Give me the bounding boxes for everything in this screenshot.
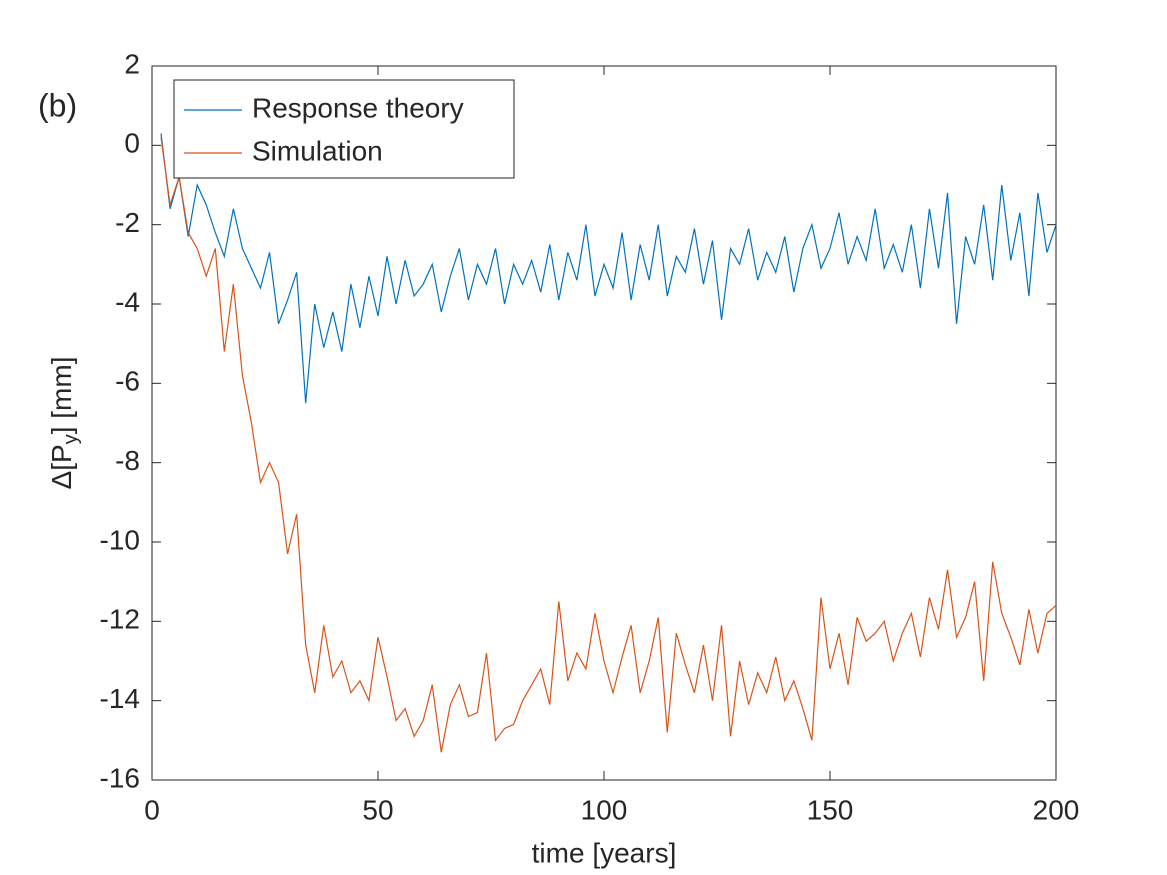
line-series [160,137,1057,753]
y-tick-label: -12 [100,604,140,635]
y-label-part: Δ[P [46,444,77,489]
annotation: (b) [38,87,77,123]
y-tick-label: -2 [115,207,140,238]
y-tick-label: -4 [115,286,140,317]
x-tick-label: 0 [144,794,160,825]
y-tick-label: -16 [100,762,140,793]
legend-label: Simulation [252,135,383,166]
y-tick-label: -14 [100,683,140,714]
legend-label: Response theory [252,92,464,123]
x-tick-label: 100 [581,794,628,825]
x-axis-label: time [years] [532,837,677,868]
y-axis-label: Δ[Py] [mm] [46,357,82,490]
y-tick-label: 2 [124,48,140,79]
y-label-subscript: y [60,434,82,444]
y-tick-label: -8 [115,445,140,476]
y-tick-label: 0 [124,128,140,159]
x-tick-label: 50 [362,794,393,825]
line-series [160,133,1057,404]
y-tick-label: -10 [100,524,140,555]
y-tick-label: -6 [115,366,140,397]
y-label-part: ] [mm] [46,357,77,435]
x-tick-label: 150 [807,794,854,825]
x-tick-label: 200 [1033,794,1080,825]
legend-box [173,79,515,179]
